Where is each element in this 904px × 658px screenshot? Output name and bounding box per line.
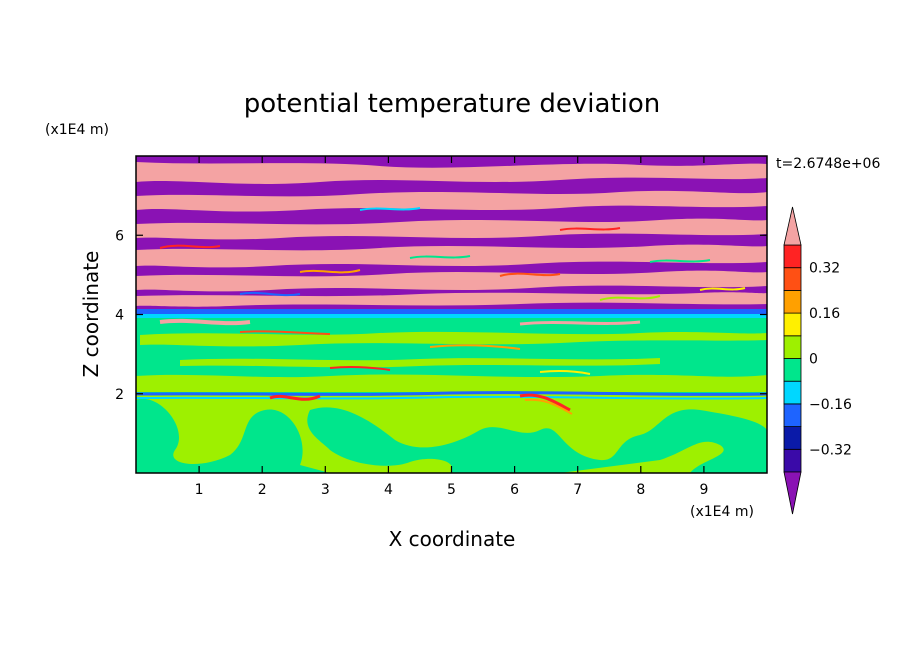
colorbar-bin	[783, 380, 802, 405]
x-tick-label: 1	[195, 482, 204, 498]
hot-streak	[159, 318, 251, 326]
colorbar-label: 0.16	[809, 306, 840, 322]
y-tick-label: 2	[115, 387, 124, 403]
x-tick-label: 7	[573, 482, 582, 498]
lower-patch	[307, 407, 767, 473]
colorbar-label: −0.16	[809, 397, 852, 413]
colorbar-under-triangle	[783, 471, 802, 515]
colorbar-label: −0.32	[809, 442, 852, 458]
mid-streak	[429, 344, 521, 350]
colorbar-over-triangle	[783, 206, 802, 246]
chart-title: potential temperature deviation	[244, 89, 660, 119]
colorbar-label: 0.32	[809, 261, 840, 277]
colorbar-bin	[783, 312, 802, 337]
x-tick-label: 9	[699, 482, 708, 498]
x-tick-label: 3	[321, 482, 330, 498]
lower-patch	[179, 429, 204, 453]
hot-streak	[524, 398, 573, 415]
mid-band	[136, 374, 767, 392]
x-tick-label: 5	[447, 482, 456, 498]
colorbar-bin	[783, 358, 802, 382]
mid-streak	[329, 365, 391, 371]
x-tick-label: 2	[258, 482, 267, 498]
upper-band	[136, 190, 767, 212]
colorbar-bin	[783, 244, 802, 269]
mid-streak	[239, 330, 331, 335]
layer-line	[136, 391, 767, 396]
y-tick-label: 6	[115, 228, 124, 244]
x-tick-label: 6	[510, 482, 519, 498]
upper-band	[136, 292, 767, 307]
y-axis-label: Z coordinate	[79, 251, 103, 378]
upper-streaks	[159, 207, 746, 301]
y-axis: 2 4 6	[115, 228, 767, 403]
layer-band	[136, 314, 767, 318]
hot-streak	[519, 393, 571, 412]
x-axis: 1 2 3 4 5 6 7 8 9	[195, 156, 708, 498]
hot-streak	[519, 320, 641, 326]
layer-band	[136, 309, 767, 314]
y-tick-label: 4	[115, 308, 124, 324]
colorbar-bin	[783, 448, 802, 473]
x-axis-label: X coordinate	[389, 527, 516, 551]
x-tick-label: 8	[636, 482, 645, 498]
upper-band	[136, 244, 767, 268]
colorbar-bin	[783, 267, 802, 291]
lower-patch	[600, 413, 653, 430]
x-unit-label: (x1E4 m)	[690, 504, 754, 520]
colorbar-label: 0	[809, 352, 818, 368]
upper-band	[136, 162, 767, 184]
x-tick-label: 4	[384, 482, 393, 498]
lower-patch	[136, 398, 330, 473]
colorbar: 0.32 0.16 0 −0.16 −0.32	[783, 206, 852, 515]
plot-field	[136, 156, 767, 473]
layer-line	[136, 395, 767, 400]
upper-band	[136, 218, 767, 240]
colorbar-bin	[783, 335, 802, 359]
upper-band	[136, 270, 767, 292]
time-label: t=2.6748e+06	[776, 156, 880, 172]
y-unit-label: (x1E4 m)	[45, 122, 109, 138]
mid-band	[180, 358, 660, 368]
mid-band	[140, 331, 767, 347]
mid-streak	[539, 369, 591, 375]
colorbar-bin	[783, 403, 802, 427]
colorbar-bin	[783, 289, 802, 314]
colorbar-bin	[783, 426, 802, 450]
hot-streak	[269, 394, 321, 401]
